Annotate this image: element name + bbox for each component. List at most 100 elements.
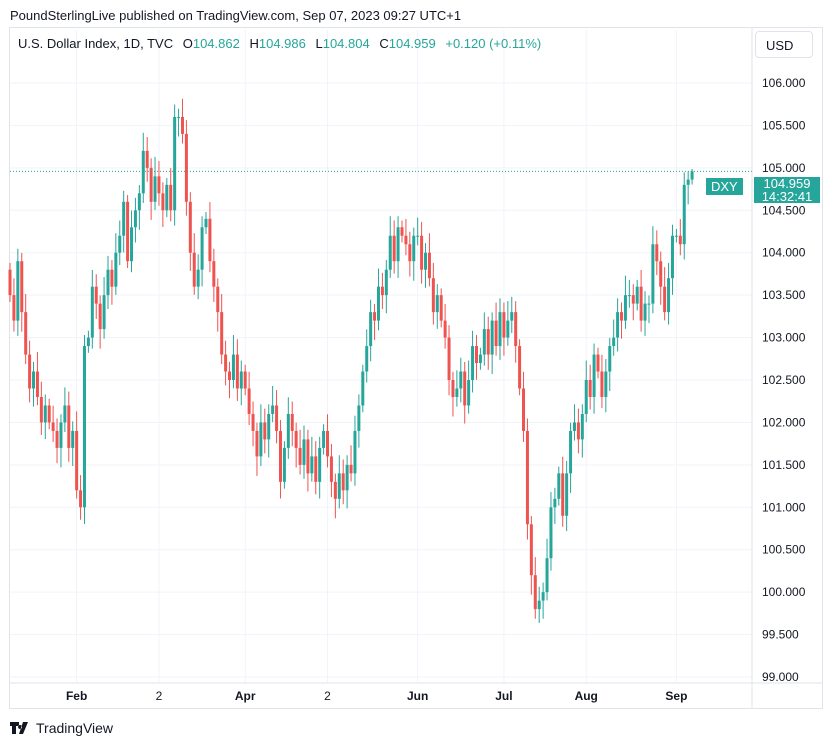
candle-body	[451, 380, 455, 397]
candle-body	[177, 116, 181, 118]
tradingview-logo-icon	[10, 722, 28, 734]
candle-body	[200, 227, 204, 270]
x-tick-label: Jun	[407, 689, 428, 703]
y-tick-label: 101.000	[762, 500, 806, 514]
candle-body	[251, 413, 255, 431]
candle-body	[549, 507, 553, 559]
candle-body	[514, 312, 518, 347]
candle-body	[412, 235, 416, 262]
candle-body	[173, 116, 177, 211]
candle-body	[82, 346, 86, 508]
candle-body	[408, 244, 412, 262]
candle-body	[623, 295, 627, 321]
candle-body	[686, 179, 690, 185]
candle-body	[635, 286, 639, 304]
candle-body	[145, 150, 149, 168]
candle-body	[290, 413, 294, 431]
candle-body	[310, 456, 314, 474]
y-tick-label: 104.000	[762, 246, 806, 260]
candle-body	[345, 464, 349, 491]
candle-body	[20, 261, 24, 313]
open-label: O	[182, 36, 193, 51]
currency-button[interactable]: USD	[755, 31, 813, 58]
candle-body	[126, 201, 130, 262]
candle-body	[404, 235, 408, 245]
candle-body	[424, 252, 428, 270]
candle-body	[67, 405, 71, 448]
x-tick-label: Feb	[66, 689, 87, 703]
candle-body	[627, 295, 631, 297]
candle-body	[670, 235, 674, 279]
low-label: L	[315, 36, 323, 51]
candle-body	[588, 380, 592, 397]
candle-body	[75, 430, 79, 491]
candle-body	[153, 176, 157, 202]
candle-body	[149, 167, 153, 202]
x-tick-label: Sep	[665, 689, 687, 703]
candle-body	[490, 320, 494, 355]
candle-body	[420, 235, 424, 270]
candle-body	[361, 371, 365, 406]
candle-body	[353, 430, 357, 474]
candle-body	[349, 464, 353, 474]
publisher-line: PoundSterlingLive published on TradingVi…	[10, 8, 462, 23]
candle-body	[286, 413, 290, 448]
candle-body	[576, 422, 580, 440]
candle-body	[71, 430, 75, 448]
candle-body	[208, 218, 212, 262]
y-tick-label: 103.000	[762, 331, 806, 345]
last-price: 104.959	[763, 176, 811, 191]
candle-body	[435, 295, 439, 313]
candle-body	[106, 269, 110, 296]
candle-body	[318, 447, 322, 482]
candle-body	[455, 388, 459, 397]
candle-body	[133, 210, 137, 228]
tradingview-logo[interactable]: TradingView	[10, 720, 113, 736]
candle-body	[604, 371, 608, 397]
candle-body	[114, 252, 118, 287]
candle-body	[196, 269, 200, 287]
candle-body	[47, 405, 51, 423]
candle-body	[647, 303, 651, 305]
x-tick-label: Apr	[235, 689, 256, 703]
candle-body	[569, 430, 573, 474]
candle-body	[369, 312, 373, 347]
candle-body	[102, 295, 106, 330]
candle-body	[498, 312, 502, 347]
candle-body	[212, 261, 216, 287]
candle-body	[35, 371, 39, 397]
candle-body	[137, 193, 141, 211]
candle-body	[478, 354, 482, 364]
symbol-title: U.S. Dollar Index, 1D, TVC	[18, 36, 174, 51]
candle-body	[620, 312, 624, 321]
candle-body	[329, 456, 333, 482]
candle-body	[380, 286, 384, 296]
candle-body	[188, 201, 192, 253]
y-tick-label: 100.500	[762, 543, 806, 557]
candle-body	[525, 430, 529, 525]
candle-body	[608, 346, 612, 372]
candle-body	[216, 286, 220, 313]
candle-body	[357, 405, 361, 431]
candle-body	[314, 456, 318, 482]
candle-body	[400, 227, 404, 236]
candle-body	[16, 261, 20, 321]
candle-body	[376, 286, 380, 321]
candle-body	[663, 286, 667, 313]
y-tick-label: 105.500	[762, 118, 806, 132]
candle-body	[467, 380, 471, 406]
candle-body	[55, 430, 59, 448]
candle-body	[59, 422, 63, 448]
candle-body	[506, 320, 510, 338]
candle-body	[463, 371, 467, 406]
y-tick-label: 105.000	[762, 161, 806, 175]
candle-body	[94, 286, 98, 304]
high-value: 104.986	[258, 36, 306, 51]
candle-body	[302, 439, 306, 465]
candle-body	[39, 396, 43, 423]
candle-body	[494, 320, 498, 347]
y-tick-label: 103.500	[762, 288, 806, 302]
close-label: C	[379, 36, 389, 51]
change-value: +0.120 (+0.11%)	[445, 36, 542, 51]
